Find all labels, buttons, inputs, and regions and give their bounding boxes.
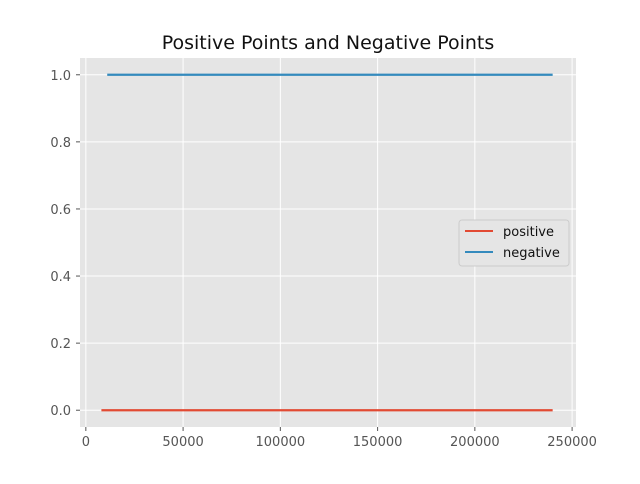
y-tick-label: 0.8 [50,136,71,151]
x-tick-label: 250000 [547,435,597,450]
series-lines [101,73,553,412]
y-tick-label: 0.4 [50,270,71,285]
chart-title: Positive Points and Negative Points [162,32,495,54]
y-tick-label: 1.0 [50,69,71,84]
y-tick-label: 0.0 [50,404,71,419]
x-tick-label: 200000 [450,435,500,450]
y-axis-ticks: 0.0 0.2 0.4 0.6 0.8 1.0 [50,69,80,419]
y-tick-label: 0.6 [50,203,71,218]
x-tick-label: 0 [82,435,90,450]
x-tick-label: 150000 [353,435,403,450]
legend-label-negative: negative [503,246,560,261]
y-tick-label: 0.2 [50,337,71,352]
legend-label-positive: positive [503,225,554,240]
x-tick-label: 100000 [256,435,306,450]
x-tick-label: 50000 [162,435,203,450]
grid-lines [80,58,576,427]
x-axis-ticks: 0 50000 100000 150000 200000 250000 [82,427,597,450]
legend: positive negative [458,219,570,267]
